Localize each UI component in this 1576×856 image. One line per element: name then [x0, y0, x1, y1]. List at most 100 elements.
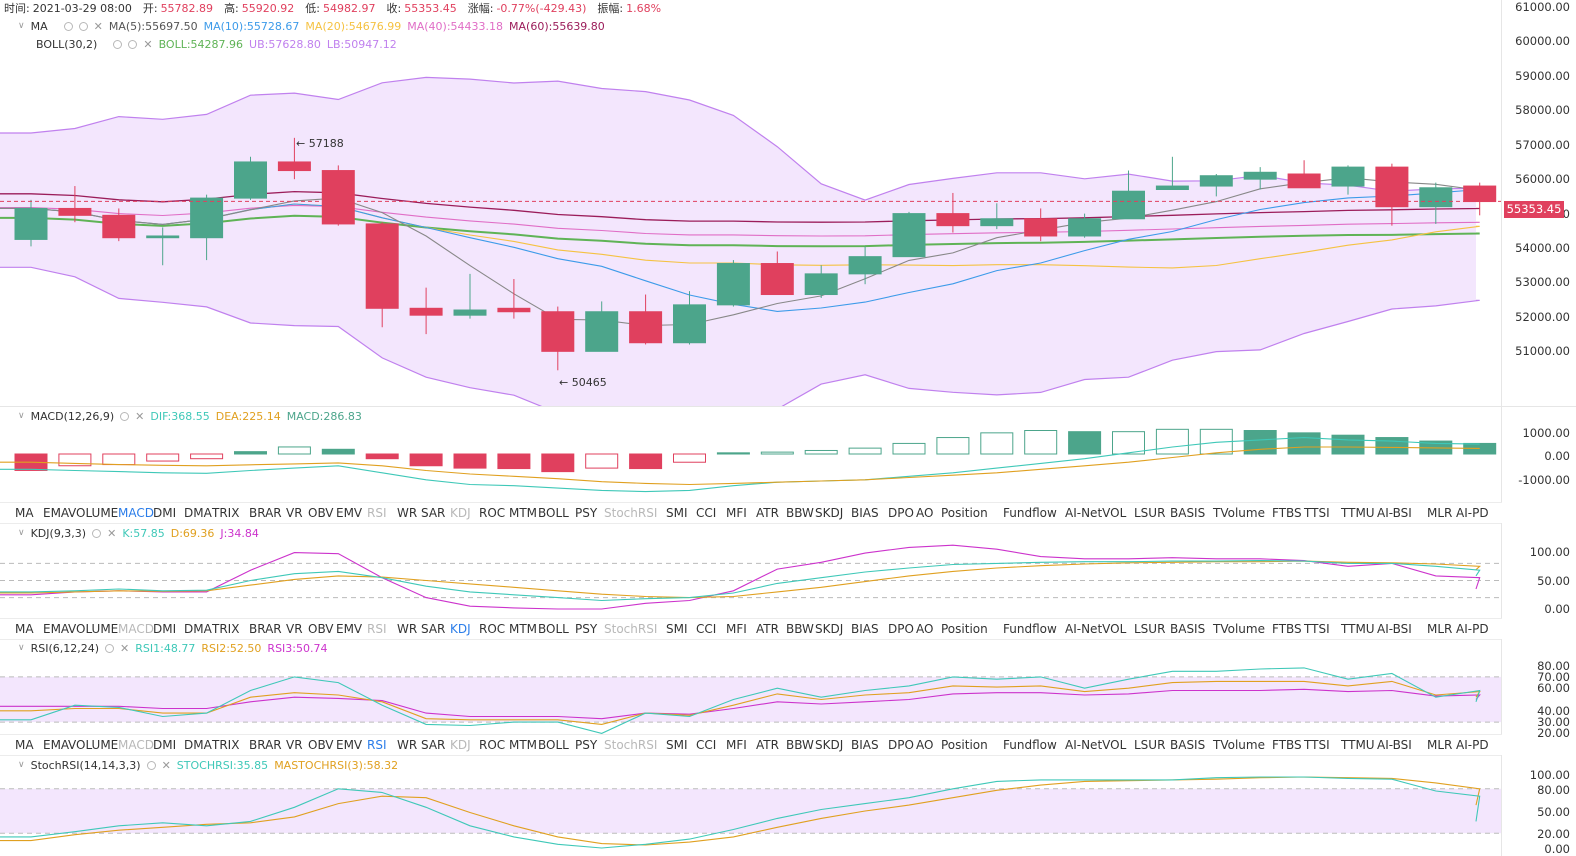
kdj-chart[interactable]: [0, 523, 1502, 619]
tab-dma[interactable]: DMA: [184, 738, 212, 752]
tab-ai-netvol[interactable]: AI-NetVOL: [1065, 506, 1127, 520]
tab-lsur[interactable]: LSUR: [1134, 622, 1166, 636]
tab-kdj[interactable]: KDJ: [450, 506, 471, 520]
tab-smi[interactable]: SMI: [666, 738, 688, 752]
tab-mfi[interactable]: MFI: [726, 622, 747, 636]
tab-basis[interactable]: BASIS: [1170, 506, 1206, 520]
close-icon[interactable]: ✕: [93, 19, 103, 33]
tab-emv[interactable]: EMV: [336, 506, 363, 520]
tab-vr[interactable]: VR: [286, 506, 303, 520]
tab-ai-bsi[interactable]: AI-BSI: [1377, 506, 1412, 520]
tab-ai-netvol[interactable]: AI-NetVOL: [1065, 622, 1127, 636]
tab-trix[interactable]: TRIX: [212, 738, 240, 752]
tab-dma[interactable]: DMA: [184, 506, 212, 520]
tab-volume[interactable]: VOLUME: [68, 506, 119, 520]
chevron-down-icon[interactable]: ∨: [18, 643, 25, 653]
gear-icon[interactable]: [120, 411, 130, 421]
close-icon[interactable]: ✕: [143, 37, 153, 51]
tab-wr[interactable]: WR: [397, 622, 418, 636]
tab-ai-netvol[interactable]: AI-NetVOL: [1065, 738, 1127, 752]
tab-skdj[interactable]: SKDJ: [815, 738, 844, 752]
tab-ftbs[interactable]: FTBS: [1272, 738, 1302, 752]
tab-vr[interactable]: VR: [286, 622, 303, 636]
tab-emv[interactable]: EMV: [336, 622, 363, 636]
tab-ai-bsi[interactable]: AI-BSI: [1377, 738, 1412, 752]
tab-mlr[interactable]: MLR: [1427, 506, 1453, 520]
tab-ftbs[interactable]: FTBS: [1272, 506, 1302, 520]
close-icon[interactable]: ✕: [161, 758, 171, 772]
tab-volume[interactable]: VOLUME: [68, 622, 119, 636]
gear-icon[interactable]: [105, 643, 115, 653]
tab-sar[interactable]: SAR: [421, 738, 446, 752]
tab-cci[interactable]: CCI: [696, 738, 717, 752]
tab-atr[interactable]: ATR: [756, 622, 779, 636]
tab-ai-pd[interactable]: AI-PD: [1456, 506, 1489, 520]
tab-brar[interactable]: BRAR: [249, 738, 282, 752]
tab-mlr[interactable]: MLR: [1427, 738, 1453, 752]
tab-lsur[interactable]: LSUR: [1134, 738, 1166, 752]
tab-dmi[interactable]: DMI: [153, 622, 177, 636]
tab-wr[interactable]: WR: [397, 738, 418, 752]
tab-ai-bsi[interactable]: AI-BSI: [1377, 622, 1412, 636]
eye-icon[interactable]: [63, 21, 73, 31]
tab-fundflow[interactable]: Fundflow: [1003, 506, 1057, 520]
tab-dpo[interactable]: DPO: [888, 622, 914, 636]
tab-vr[interactable]: VR: [286, 738, 303, 752]
tab-dmi[interactable]: DMI: [153, 506, 177, 520]
tab-obv[interactable]: OBV: [308, 622, 334, 636]
tab-ai-pd[interactable]: AI-PD: [1456, 622, 1489, 636]
tab-obv[interactable]: OBV: [308, 738, 334, 752]
tab-position[interactable]: Position: [941, 738, 988, 752]
tab-brar[interactable]: BRAR: [249, 506, 282, 520]
tab-ttmu[interactable]: TTMU: [1341, 506, 1375, 520]
tab-stochrsi[interactable]: StochRSI: [604, 506, 658, 520]
eye-icon[interactable]: [113, 39, 123, 49]
tab-position[interactable]: Position: [941, 506, 988, 520]
stochrsi-chart[interactable]: [0, 755, 1502, 855]
tab-rsi[interactable]: RSI: [367, 738, 387, 752]
tab-ftbs[interactable]: FTBS: [1272, 622, 1302, 636]
tab-stochrsi[interactable]: StochRSI: [604, 738, 658, 752]
tab-tvolume[interactable]: TVolume: [1213, 738, 1265, 752]
tab-lsur[interactable]: LSUR: [1134, 506, 1166, 520]
tab-ema[interactable]: EMA: [43, 506, 70, 520]
tab-atr[interactable]: ATR: [756, 738, 779, 752]
tab-psy[interactable]: PSY: [575, 738, 598, 752]
tab-bias[interactable]: BIAS: [851, 738, 879, 752]
chevron-down-icon[interactable]: ∨: [18, 760, 25, 770]
tab-position[interactable]: Position: [941, 622, 988, 636]
tab-mfi[interactable]: MFI: [726, 738, 747, 752]
tab-ttsi[interactable]: TTSI: [1304, 738, 1330, 752]
tab-ao[interactable]: AO: [916, 738, 934, 752]
chevron-down-icon[interactable]: ∨: [18, 528, 25, 538]
tab-dpo[interactable]: DPO: [888, 738, 914, 752]
tab-roc[interactable]: ROC: [479, 622, 506, 636]
tab-stochrsi[interactable]: StochRSI: [604, 622, 658, 636]
tab-smi[interactable]: SMI: [666, 622, 688, 636]
tab-macd[interactable]: MACD: [118, 506, 154, 520]
chevron-down-icon[interactable]: ∨: [18, 21, 25, 31]
gear-icon[interactable]: [92, 528, 102, 538]
tab-fundflow[interactable]: Fundflow: [1003, 738, 1057, 752]
tab-skdj[interactable]: SKDJ: [815, 622, 844, 636]
close-icon[interactable]: ✕: [107, 526, 117, 540]
tab-basis[interactable]: BASIS: [1170, 622, 1206, 636]
close-icon[interactable]: ✕: [120, 641, 130, 655]
tab-sar[interactable]: SAR: [421, 622, 446, 636]
tab-boll[interactable]: BOLL: [538, 622, 569, 636]
tab-ema[interactable]: EMA: [43, 738, 70, 752]
tab-ma[interactable]: MA: [15, 738, 34, 752]
tab-bbw[interactable]: BBW: [786, 622, 814, 636]
tab-boll[interactable]: BOLL: [538, 506, 569, 520]
tab-mtm[interactable]: MTM: [509, 622, 538, 636]
tab-atr[interactable]: ATR: [756, 506, 779, 520]
tab-mtm[interactable]: MTM: [509, 506, 538, 520]
tab-macd[interactable]: MACD: [118, 738, 154, 752]
tab-wr[interactable]: WR: [397, 506, 418, 520]
tab-emv[interactable]: EMV: [336, 738, 363, 752]
tab-ao[interactable]: AO: [916, 506, 934, 520]
tab-dpo[interactable]: DPO: [888, 506, 914, 520]
chevron-down-icon[interactable]: ∨: [18, 411, 25, 421]
tab-mfi[interactable]: MFI: [726, 506, 747, 520]
macd-chart[interactable]: [0, 407, 1502, 503]
